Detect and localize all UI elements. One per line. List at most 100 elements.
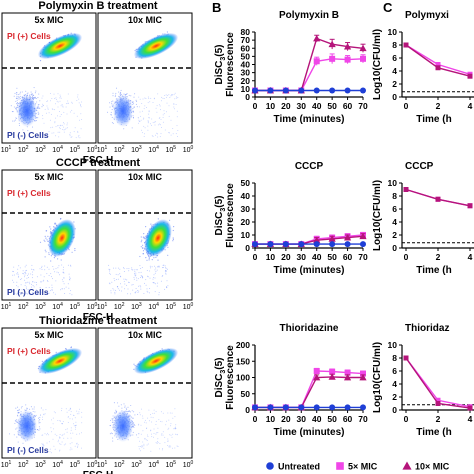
x-ticks: 101 102 103 104 105 100 — [1, 460, 98, 469]
x-tick-label: 101 — [97, 460, 108, 469]
event-dot — [15, 407, 17, 409]
event-dot — [149, 270, 151, 272]
event-dot — [131, 101, 133, 103]
event-dot — [152, 122, 154, 124]
event-dot — [13, 271, 14, 273]
event-dot — [146, 270, 148, 271]
event-dot — [63, 126, 65, 128]
series-square — [252, 367, 366, 411]
event-dot — [41, 443, 43, 445]
event-dot — [108, 264, 110, 266]
x-tick-label: 100 — [183, 460, 194, 469]
event-dot — [75, 137, 77, 139]
event-dot — [16, 97, 18, 99]
event-dot — [120, 276, 122, 278]
tick-exponent: 5 — [77, 460, 80, 466]
event-dot — [164, 288, 166, 290]
event-dot — [119, 94, 121, 96]
event-dot — [75, 421, 77, 423]
event-dot — [173, 106, 175, 108]
event-dot — [67, 264, 69, 266]
event-dot — [74, 249, 76, 252]
density-core-low — [17, 95, 37, 127]
event-dot — [172, 133, 174, 135]
event-dot — [65, 106, 67, 108]
event-dot — [141, 110, 143, 112]
event-dot — [124, 283, 126, 285]
event-dot — [34, 411, 36, 413]
event-dot — [162, 267, 164, 268]
event-dot — [147, 291, 149, 293]
event-dot — [43, 276, 45, 278]
tick-exponent: 4 — [60, 145, 63, 151]
event-dot — [115, 412, 117, 414]
y-tick-label: 80 — [241, 27, 251, 37]
event-dot — [70, 290, 72, 292]
event-dot — [18, 124, 21, 126]
x-tick-label: 105 — [166, 460, 177, 469]
event-dot — [112, 437, 114, 439]
event-dot — [110, 114, 112, 116]
event-dot — [150, 450, 152, 452]
event-dot — [106, 111, 109, 113]
event-dot — [114, 413, 116, 415]
event-dot — [141, 129, 143, 131]
event-dot — [168, 446, 170, 448]
event-dot — [113, 278, 115, 280]
data-point — [329, 368, 336, 375]
event-dot — [173, 428, 175, 430]
event-dot — [45, 237, 47, 239]
event-dot — [78, 102, 80, 104]
event-dot — [115, 273, 117, 275]
event-dot — [161, 127, 162, 128]
event-dot — [160, 100, 162, 102]
tick-exponent: 2 — [122, 302, 125, 308]
event-dot — [147, 120, 149, 122]
event-dot — [59, 434, 61, 435]
event-dot — [131, 268, 133, 270]
event-dot — [31, 283, 33, 285]
event-dot — [132, 284, 134, 285]
event-dot — [16, 406, 19, 408]
event-dot — [32, 274, 34, 276]
event-dot — [24, 276, 25, 278]
event-dot — [155, 420, 157, 422]
event-dot — [149, 288, 151, 289]
event-dot — [136, 269, 138, 271]
event-dot — [166, 420, 167, 422]
event-dot — [27, 130, 29, 132]
event-dot — [148, 111, 150, 113]
event-dot — [138, 272, 140, 274]
y-tick-label: 0 — [245, 92, 250, 102]
event-dot — [38, 422, 40, 424]
event-dot — [43, 239, 45, 241]
event-dot — [138, 446, 140, 447]
event-dot — [80, 105, 81, 107]
event-dot — [63, 266, 64, 268]
event-dot — [162, 434, 164, 436]
event-dot — [138, 448, 140, 450]
x-ticks: 101 102 103 104 105 100 — [97, 302, 194, 311]
event-dot — [150, 267, 151, 269]
event-dot — [109, 270, 111, 272]
event-dot — [16, 281, 18, 283]
event-dot — [59, 450, 60, 452]
event-dot — [157, 124, 159, 126]
event-dot — [76, 115, 78, 117]
event-dot — [47, 235, 49, 237]
event-dot — [78, 413, 80, 415]
event-dot — [41, 97, 43, 99]
y-axis-title-line1: DiSC3(5) — [214, 44, 227, 84]
event-dot — [26, 274, 28, 276]
event-dot — [21, 406, 23, 408]
event-dot — [46, 239, 48, 241]
event-dot — [158, 419, 160, 421]
tick-exponent: 0 — [95, 302, 98, 308]
event-dot — [37, 106, 40, 108]
event-dot — [171, 412, 173, 414]
event-dot — [70, 432, 72, 434]
event-dot — [139, 440, 140, 442]
x-tick-label: 103 — [35, 145, 46, 154]
data-point — [344, 56, 351, 63]
event-dot — [70, 408, 72, 410]
